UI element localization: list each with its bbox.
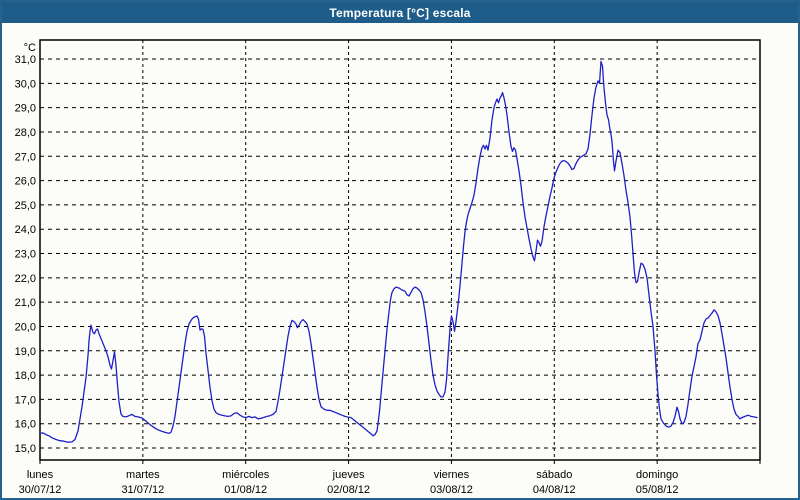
- y-axis-label: 22,0: [15, 273, 36, 285]
- y-axis-label: 25,0: [15, 200, 36, 212]
- x-axis-date-label: 01/08/12: [224, 484, 267, 496]
- window-title: Temperatura [°C] escala: [329, 5, 471, 20]
- x-axis-date-label: 30/07/12: [19, 484, 62, 496]
- x-axis-date-label: 02/08/12: [327, 484, 370, 496]
- y-axis-label: 16,0: [15, 419, 36, 431]
- chart-canvas: 15,0 16,0 17,0 18,0 19,0 20,0 21,0 22,0 23,0 24,0…: [2, 23, 798, 498]
- x-axis-day-label: lunes: [27, 469, 54, 481]
- x-axis-date-label: 03/08/12: [430, 484, 473, 496]
- y-axis-label: 30,0: [15, 78, 36, 90]
- chart-area: 15,0 16,0 17,0 18,0 19,0 20,0 21,0 22,0 23,0 24,0…: [2, 23, 798, 498]
- x-axis-day-label: viernes: [434, 469, 470, 481]
- plot-border: [39, 39, 761, 461]
- x-axis-day-label: sábado: [536, 469, 572, 481]
- chart-background: [2, 23, 798, 498]
- x-axis-day-label: miércoles: [222, 469, 270, 481]
- x-axis-date-label: 05/08/12: [636, 484, 679, 496]
- x-axis-day-label: jueves: [332, 469, 365, 481]
- y-axis-label: 20,0: [15, 321, 36, 333]
- y-axis-label: 18,0: [15, 370, 36, 382]
- x-axis-day-label: martes: [126, 469, 160, 481]
- y-axis-label: 24,0: [15, 224, 36, 236]
- y-axis-label: 17,0: [15, 394, 36, 406]
- y-axis-unit: °C: [24, 42, 36, 54]
- x-axis-day-label: domingo: [636, 469, 678, 481]
- y-axis-label: 15,0: [15, 443, 36, 455]
- y-axis-label: 21,0: [15, 297, 36, 309]
- x-axis-date-label: 04/08/12: [533, 484, 576, 496]
- y-axis-label: 27,0: [15, 151, 36, 163]
- x-axis-date-label: 31/07/12: [121, 484, 164, 496]
- y-axis-label: 19,0: [15, 346, 36, 358]
- y-axis-label: 28,0: [15, 127, 36, 139]
- y-axis-label: 31,0: [15, 54, 36, 66]
- y-axis-label: 23,0: [15, 249, 36, 261]
- temperature-line: [39, 60, 758, 443]
- title-bar: Temperatura [°C] escala: [2, 2, 798, 23]
- y-axis-label: 29,0: [15, 103, 36, 115]
- y-axis-label: 26,0: [15, 176, 36, 188]
